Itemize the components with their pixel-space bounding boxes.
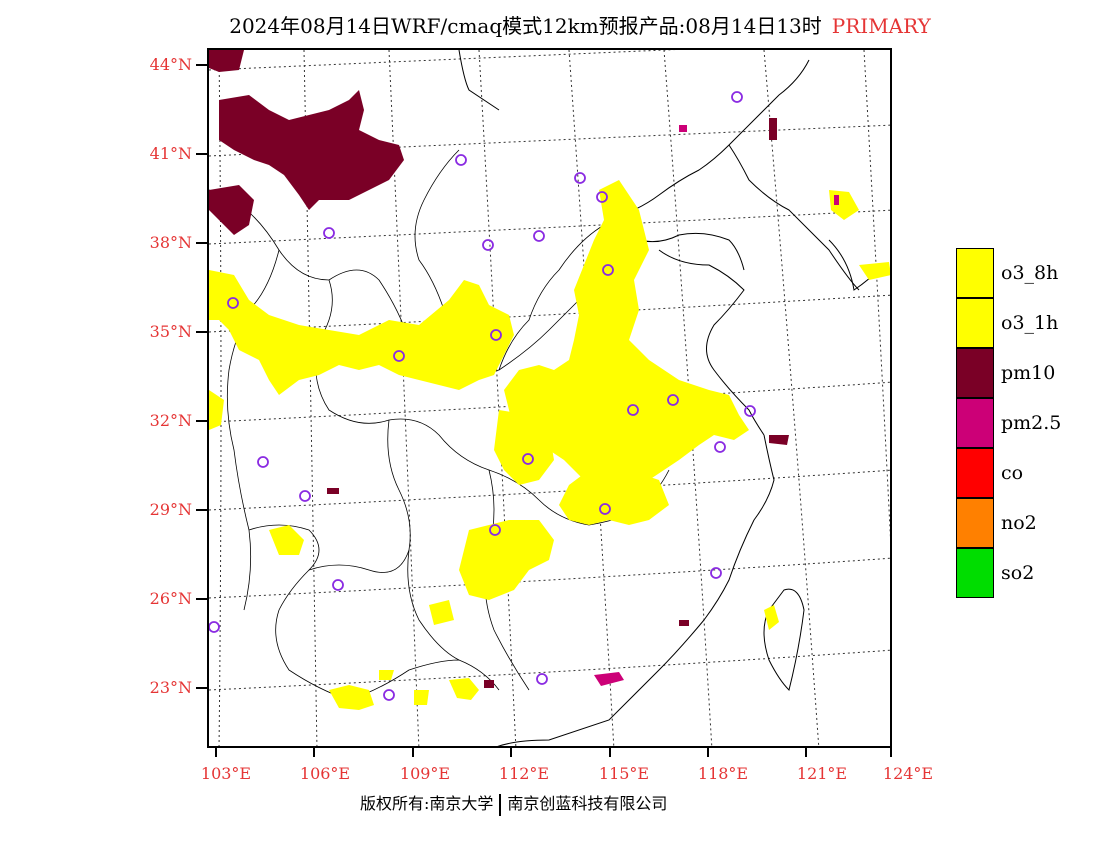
o3-region [209, 180, 890, 710]
title-text: 2024年08月14日WRF/cmaq模式12km预报产品:08月14日13时 [229, 14, 822, 38]
legend-label: no2 [1001, 512, 1037, 534]
lat-label-32: 32°N [149, 411, 192, 430]
station-markers [209, 91, 756, 701]
legend-swatch [956, 398, 994, 448]
legend-swatch [956, 498, 994, 548]
lat-label-44: 44°N [149, 55, 192, 74]
coastline [458, 50, 885, 746]
lon-tick [707, 748, 709, 757]
lon-label-124: 124°E [882, 764, 934, 783]
legend-swatch [956, 348, 994, 398]
lat-tick [196, 242, 207, 244]
lon-label-118: 118°E [697, 764, 749, 783]
lat-label-35: 35°N [149, 322, 192, 341]
legend-label: so2 [1001, 562, 1035, 584]
legend-label: pm10 [1001, 362, 1056, 384]
lon-tick [609, 748, 611, 757]
pm25-region [594, 125, 839, 686]
lat-label-41: 41°N [149, 144, 192, 163]
legend-label: o3_1h [1001, 312, 1059, 334]
pm10-region [209, 50, 789, 688]
lat-tick [196, 64, 207, 66]
lon-tick [215, 748, 217, 757]
copyright: 版权所有:南京大学 南京创蓝科技有限公司 [360, 790, 667, 816]
legend-label: co [1001, 462, 1024, 484]
lat-tick [196, 509, 207, 511]
legend-swatch [956, 298, 994, 348]
lon-label-109: 109°E [399, 764, 451, 783]
lat-label-26: 26°N [149, 589, 192, 608]
copyright-right: 南京创蓝科技有限公司 [507, 794, 668, 813]
lon-label-103: 103°E [200, 764, 252, 783]
legend-swatch [956, 248, 994, 298]
copyright-divider [499, 793, 502, 816]
lon-tick [510, 748, 512, 757]
lon-label-115: 115°E [598, 764, 650, 783]
legend-swatch [956, 548, 994, 598]
lon-tick [805, 748, 807, 757]
lon-label-112: 112°E [498, 764, 550, 783]
primary-tag: PRIMARY [831, 14, 931, 38]
lat-tick [196, 598, 207, 600]
lon-label-106: 106°E [299, 764, 351, 783]
legend-label: pm2.5 [1001, 412, 1062, 434]
map-area[interactable] [207, 48, 892, 748]
lon-tick [412, 748, 414, 757]
lat-label-38: 38°N [149, 233, 192, 252]
lat-tick [196, 153, 207, 155]
lat-tick [196, 420, 207, 422]
map-title: 2024年08月14日WRF/cmaq模式12km预报产品:08月14日13时 P… [0, 10, 1100, 39]
lat-tick [196, 331, 207, 333]
lon-tick [313, 748, 315, 757]
legend-label: o3_8h [1001, 262, 1059, 284]
lat-label-23: 23°N [149, 678, 192, 697]
pollution-map [209, 50, 890, 746]
lat-tick [196, 687, 207, 689]
lon-tick [890, 748, 892, 757]
lon-label-121: 121°E [796, 764, 848, 783]
copyright-left: 版权所有:南京大学 [360, 794, 494, 813]
legend-swatch [956, 448, 994, 498]
lat-label-29: 29°N [149, 500, 192, 519]
